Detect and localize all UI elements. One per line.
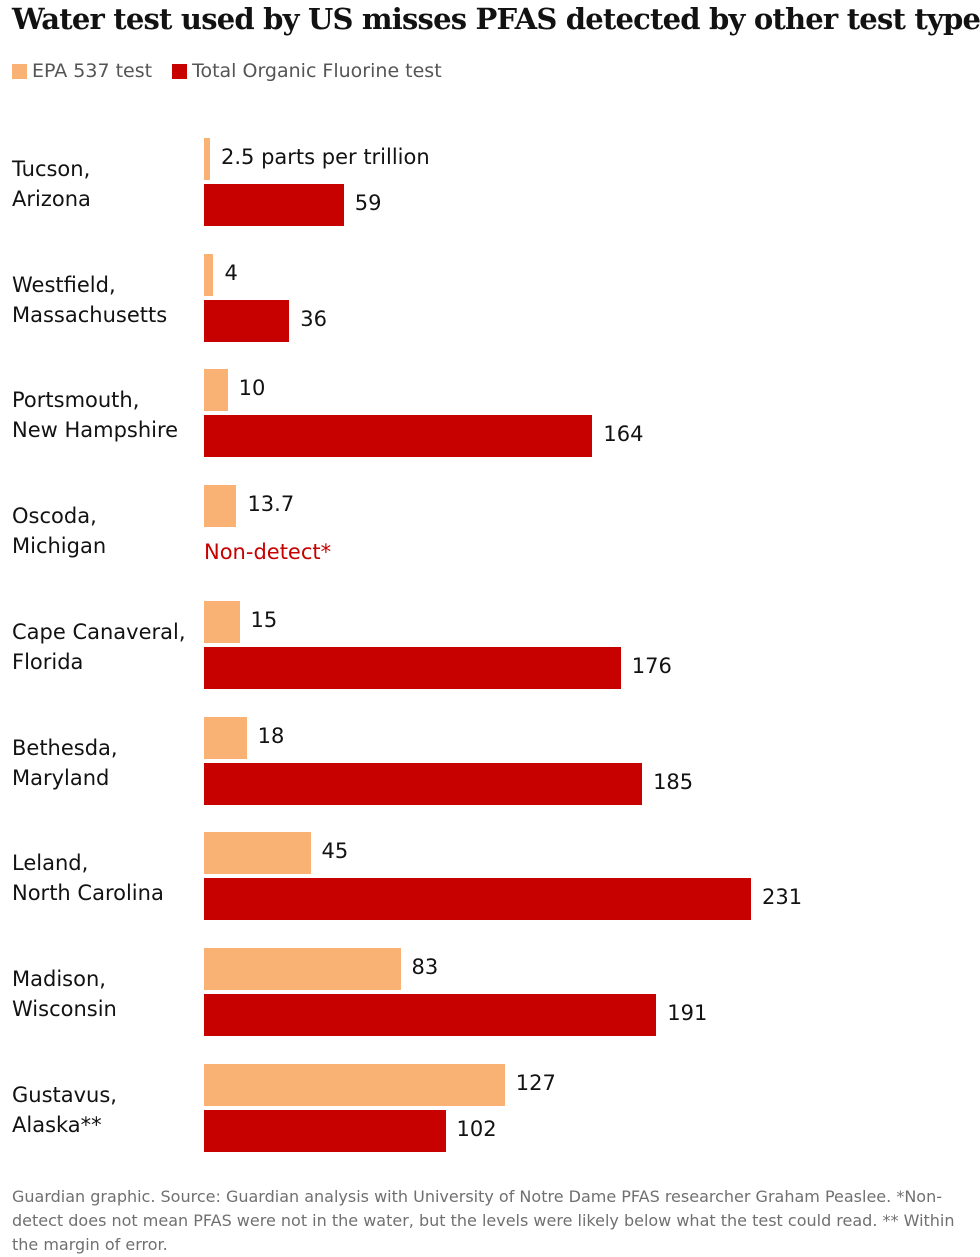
category-label-gustavus: Gustavus, Alaska** (12, 1082, 117, 1137)
value-label-tof-portsmouth: 164 (603, 422, 644, 447)
bar-epa-cape-canaveral (204, 600, 240, 643)
value-label-tof-westfield: 36 (300, 306, 327, 331)
bar-tof-tucson (204, 184, 344, 226)
bar-epa-bethesda (204, 716, 247, 759)
bar-tof-portsmouth (204, 415, 593, 458)
bar-tof-madison (204, 993, 657, 1036)
bar-tof-gustavus (204, 1109, 446, 1152)
legend-swatch-epa (12, 63, 27, 79)
bar-epa-oscoda (204, 485, 237, 528)
value-label-tof-gustavus: 102 (456, 1116, 497, 1141)
value-label-tof-leland: 231 (762, 885, 803, 910)
value-label-tof-bethesda: 185 (653, 769, 694, 794)
bar-tof-westfield (204, 299, 290, 342)
category-label-portsmouth: Portsmouth, New Hampshire (12, 388, 179, 443)
bar-tof-leland (204, 878, 751, 921)
value-label-tof-tucson: 59 (354, 191, 382, 215)
footer-source-note: Guardian graphic. Source: Guardian analy… (12, 1187, 955, 1254)
bar-epa-leland (204, 832, 311, 875)
bar-epa-madison (204, 947, 401, 990)
value-label-tof-cape-canaveral: 176 (631, 653, 672, 678)
value-label-tof-oscoda: Non-detect* (204, 540, 332, 565)
bar-epa-portsmouth (204, 369, 228, 412)
category-label-madison: Madison, Wisconsin (12, 966, 117, 1021)
value-label-epa-westfield: 4 (224, 260, 238, 285)
value-label-epa-madison: 83 (411, 954, 439, 979)
legend-item-tof: Total Organic Fluorine test (172, 60, 442, 82)
legend-item-epa: EPA 537 test (12, 60, 152, 82)
value-label-epa-tucson: 2.5 parts per trillion (221, 145, 430, 169)
value-label-epa-cape-canaveral: 15 (250, 607, 278, 632)
bar-epa-gustavus (204, 1063, 505, 1106)
value-label-epa-gustavus: 127 (515, 1070, 556, 1095)
category-label-tucson: Tucson, Arizona (12, 157, 91, 211)
category-label-westfield: Westfield, Massachusetts (12, 272, 168, 327)
legend-swatch-tof (172, 63, 188, 79)
bar-epa-tucson (204, 138, 210, 180)
category-label-oscoda: Oscoda, Michigan (12, 504, 107, 559)
legend-label-tof: Total Organic Fluorine test (192, 60, 442, 82)
value-label-epa-portsmouth: 10 (238, 376, 266, 401)
value-label-epa-oscoda: 13.7 (247, 492, 295, 517)
category-label-bethesda: Bethesda, Maryland (12, 735, 118, 790)
bar-chart: Tucson, Arizona 2.5 parts per trillion 59 W… (0, 120, 980, 1160)
value-label-tof-madison: 191 (667, 1000, 708, 1025)
legend-label-epa: EPA 537 test (32, 60, 153, 82)
legend: EPA 537 test Total Organic Fluorine test (12, 60, 462, 82)
bar-epa-westfield (204, 253, 214, 296)
bar-tof-bethesda (204, 762, 643, 805)
chart-title: Water test used by US misses PFAS detect… (12, 2, 980, 36)
value-label-epa-bethesda: 18 (257, 723, 285, 748)
category-label-cape-canaveral: Cape Canaveral, Florida (12, 619, 186, 674)
bar-tof-cape-canaveral (204, 646, 621, 689)
value-label-epa-leland: 45 (321, 839, 349, 864)
category-label-leland: Leland, North Carolina (12, 851, 164, 906)
